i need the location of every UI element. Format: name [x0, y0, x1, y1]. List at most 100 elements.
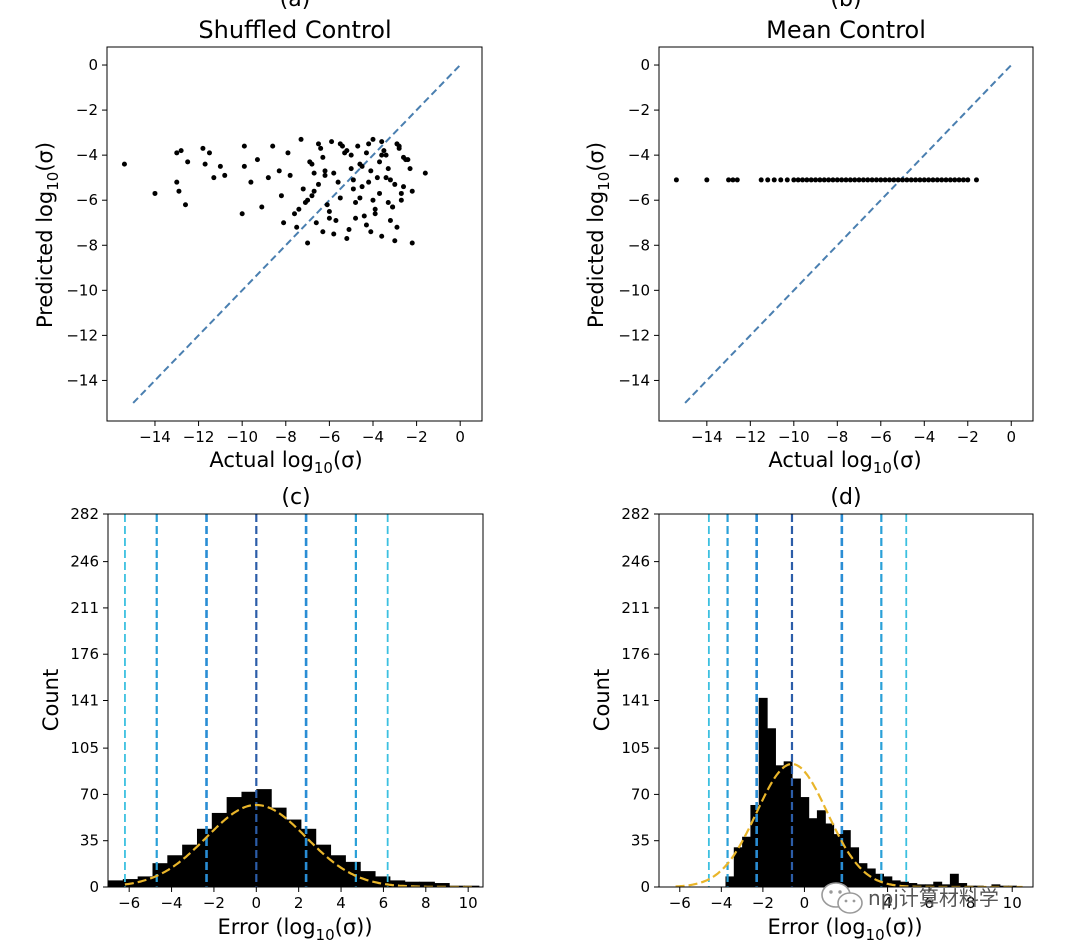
- data-point: [821, 177, 827, 183]
- plot-frame: [106, 46, 483, 422]
- data-point: [211, 175, 217, 181]
- data-point: [926, 177, 932, 183]
- data-point: [726, 177, 732, 183]
- data-point: [298, 136, 304, 142]
- data-point: [372, 206, 378, 212]
- histogram-bar: [933, 881, 943, 887]
- data-point: [152, 190, 158, 196]
- x-axis-label: Error (log10(σ)): [767, 915, 922, 944]
- data-point: [409, 240, 415, 246]
- panel-letter: (d): [830, 485, 861, 510]
- data-point: [259, 204, 265, 210]
- data-point: [943, 177, 949, 183]
- data-point: [355, 143, 361, 149]
- y-tick-label: −14: [66, 371, 98, 389]
- histogram-bar: [211, 812, 228, 887]
- data-point: [353, 199, 359, 205]
- data-point: [311, 170, 317, 176]
- histogram-bar: [742, 836, 752, 887]
- data-point: [734, 177, 740, 183]
- data-point: [377, 159, 383, 165]
- data-point: [965, 177, 971, 183]
- data-point: [305, 240, 311, 246]
- panel-letter: (c): [281, 485, 310, 510]
- panel-b-mean-control: (b) Mean Control −14−12−10−8−6−4−20−14−1…: [584, 0, 1034, 477]
- x-tick-label: 0: [252, 894, 262, 912]
- x-tick-label: 6: [924, 894, 934, 912]
- wechat-icon: [821, 882, 863, 914]
- data-point: [856, 177, 862, 183]
- x-tick-label: −2: [406, 428, 428, 446]
- y-axis-label: Count: [590, 669, 614, 731]
- data-point: [322, 172, 328, 178]
- data-point: [368, 229, 374, 235]
- x-tick-label: −2: [752, 894, 774, 912]
- data-point: [882, 177, 888, 183]
- data-point: [359, 184, 365, 190]
- histogram-bar: [256, 789, 272, 887]
- histogram-bar: [800, 797, 810, 887]
- x-tick-label: −6: [669, 894, 691, 912]
- watermark-text: npj计算材料学: [868, 886, 999, 910]
- y-tick-label: 70: [631, 785, 650, 803]
- data-point: [206, 150, 212, 156]
- x-tick-label: −8: [275, 428, 297, 446]
- panel-letter: (a): [280, 0, 311, 12]
- data-point: [387, 177, 393, 183]
- histogram-bar: [775, 765, 785, 887]
- data-point: [322, 168, 328, 174]
- y-tick-label: −4: [628, 146, 650, 164]
- data-point: [254, 157, 260, 163]
- data-point: [337, 195, 343, 201]
- data-point: [320, 229, 326, 235]
- y-tick-label: −6: [628, 191, 650, 209]
- data-point: [392, 238, 398, 244]
- x-axis-label: Actual log10(σ): [209, 448, 362, 477]
- data-point: [865, 177, 871, 183]
- histogram-bar: [841, 830, 851, 887]
- data-point: [758, 177, 764, 183]
- y-tick-label: −4: [76, 146, 98, 164]
- data-point: [326, 208, 332, 214]
- data-point: [176, 188, 182, 194]
- data-point: [383, 152, 389, 158]
- histogram-bar: [152, 863, 168, 887]
- histogram-bar: [196, 828, 213, 887]
- data-point: [329, 139, 335, 145]
- y-tick-label: 176: [621, 645, 650, 663]
- histogram-bar: [167, 855, 183, 887]
- data-point: [401, 154, 407, 160]
- x-tick-label: −6: [870, 428, 892, 446]
- y-axis-label: Count: [39, 669, 63, 731]
- data-point: [795, 177, 801, 183]
- histogram-bar: [825, 823, 835, 887]
- data-point: [300, 186, 306, 192]
- data-point: [409, 188, 415, 194]
- data-point: [185, 159, 191, 165]
- data-point: [285, 150, 291, 156]
- data-point: [278, 193, 284, 199]
- x-tick-label: −6: [118, 894, 140, 912]
- data-point: [296, 206, 302, 212]
- diagonal-line: [684, 64, 1012, 404]
- data-point: [891, 177, 897, 183]
- data-point: [878, 177, 884, 183]
- data-point: [241, 143, 247, 149]
- data-point: [320, 154, 326, 160]
- data-point: [366, 141, 372, 147]
- data-point: [270, 143, 276, 149]
- data-point: [318, 145, 324, 151]
- data-point: [917, 177, 923, 183]
- y-tick-label: 70: [80, 785, 99, 803]
- histogram-bar: [908, 883, 918, 887]
- panel-a-shuffled-control: (a) Shuffled Control −14−12−10−8−6−4−20−…: [33, 0, 483, 477]
- y-tick-label: 211: [621, 599, 650, 617]
- histogram-bar: [271, 807, 287, 887]
- data-point: [217, 163, 223, 169]
- data-point: [396, 143, 402, 149]
- data-point: [952, 177, 958, 183]
- y-tick-label: −2: [76, 101, 98, 119]
- data-point: [305, 197, 311, 203]
- histogram-bar: [360, 871, 376, 887]
- y-tick-label: 282: [70, 505, 99, 523]
